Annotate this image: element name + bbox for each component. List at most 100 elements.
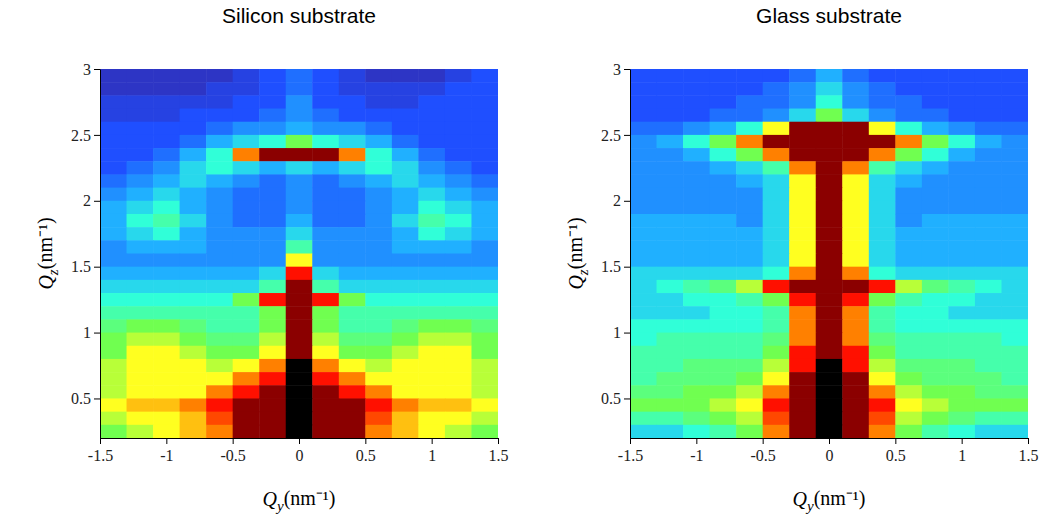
heatmap-cell: [869, 122, 896, 136]
heatmap-cell: [365, 254, 392, 268]
heatmap-cell: [127, 69, 154, 83]
heatmap-cell: [339, 161, 366, 175]
panel: -1.5-1-0.500.511.50.511.522.53Silicon su…: [34, 4, 509, 514]
heatmap-cell: [312, 333, 339, 347]
heatmap-cell: [736, 412, 763, 426]
heatmap-cell: [922, 333, 949, 347]
heatmap-cell: [736, 122, 763, 136]
heatmap-cell: [763, 385, 790, 399]
x-axis-title: Qy(nm⁻¹): [793, 487, 866, 514]
heatmap-cell: [842, 201, 869, 215]
heatmap-cell: [736, 188, 763, 202]
heatmap-cell: [975, 280, 1002, 294]
heatmap-cell: [1001, 227, 1028, 241]
heatmap-cell: [683, 306, 710, 320]
heatmap-cell: [180, 425, 207, 438]
heatmap-cell: [445, 174, 472, 188]
heatmap-cell: [683, 109, 710, 123]
heatmap-cell: [100, 385, 127, 399]
y-axis-line: [100, 70, 101, 439]
heatmap-cell: [312, 306, 339, 320]
heatmap-cell: [100, 254, 127, 268]
heatmap-cell: [683, 359, 710, 373]
heatmap-cell: [816, 109, 843, 123]
heatmap-cell: [789, 254, 816, 268]
heatmap-cell: [100, 306, 127, 320]
heatmap-cell: [975, 398, 1002, 412]
heatmap-cell: [418, 122, 445, 136]
heatmap-cell: [392, 385, 419, 399]
heatmap-cell: [339, 385, 366, 399]
y-tick-mark: [94, 69, 100, 70]
y-tick-label: 2: [83, 192, 91, 209]
heatmap-cell: [975, 267, 1002, 281]
heatmap-cell: [365, 214, 392, 228]
heatmap-cell: [392, 425, 419, 438]
y-tick: 3: [83, 61, 100, 78]
heatmap-cell: [233, 293, 260, 307]
heatmap-cell: [286, 95, 313, 109]
heatmap-cell: [763, 346, 790, 360]
heatmap-cell: [975, 95, 1002, 109]
heatmap-cell: [100, 135, 127, 149]
heatmap-cell: [842, 135, 869, 149]
heatmap-cell: [445, 425, 472, 438]
heatmap-cell: [180, 135, 207, 149]
heatmap-cell: [339, 82, 366, 96]
heatmap-cell: [630, 227, 657, 241]
heatmap-cell: [816, 214, 843, 228]
y-tick: 2: [83, 192, 100, 209]
heatmap-cell: [339, 214, 366, 228]
heatmap-cell: [286, 254, 313, 268]
heatmap-cell: [392, 372, 419, 386]
y-tick-mark: [94, 267, 100, 268]
x-tick-mark: [1028, 438, 1029, 444]
heatmap-cell: [789, 201, 816, 215]
heatmap-cell: [1001, 135, 1028, 149]
heatmap-cell: [153, 346, 180, 360]
heatmap-cell: [842, 148, 869, 162]
heatmap-cell: [445, 346, 472, 360]
heatmap-cell: [922, 398, 949, 412]
heatmap-cell: [206, 109, 233, 123]
heatmap-cell: [259, 359, 286, 373]
heatmap-cell: [869, 306, 896, 320]
x-tick: 1: [428, 438, 436, 464]
heatmap-cell: [922, 267, 949, 281]
heatmap-cell: [763, 227, 790, 241]
heatmap-cell: [127, 201, 154, 215]
y-axis-title: Qz(nm⁻¹): [564, 217, 591, 289]
heatmap-cell: [657, 201, 684, 215]
heatmap-cell: [206, 319, 233, 333]
x-tick-label: -1: [690, 447, 703, 464]
heatmap-cell: [842, 425, 869, 438]
heatmap-cell: [153, 293, 180, 307]
heatmap-cell: [286, 372, 313, 386]
heatmap-cell: [100, 82, 127, 96]
heatmap-cell: [418, 293, 445, 307]
x-tick-label: -1.5: [88, 447, 113, 464]
heatmap-cell: [789, 293, 816, 307]
heatmap-cell: [922, 161, 949, 175]
heatmap-cell: [471, 201, 498, 215]
heatmap-cell: [206, 227, 233, 241]
heatmap-cell: [312, 385, 339, 399]
heatmap-cell: [975, 201, 1002, 215]
heatmap-cell: [922, 201, 949, 215]
heatmap-cell: [233, 412, 260, 426]
heatmap-cell: [975, 82, 1002, 96]
heatmap-cell: [312, 148, 339, 162]
heatmap-cell: [100, 346, 127, 360]
heatmap-cell: [710, 293, 737, 307]
heatmap-cell: [975, 122, 1002, 136]
heatmap-cell: [683, 82, 710, 96]
heatmap-cell: [922, 135, 949, 149]
heatmap-cell: [312, 227, 339, 241]
heatmap-cell: [1001, 306, 1028, 320]
heatmap-cell: [339, 69, 366, 83]
heatmap-cell: [418, 240, 445, 254]
x-tick: 0: [296, 438, 304, 464]
heatmap-cell: [153, 82, 180, 96]
heatmap-cell: [816, 306, 843, 320]
heatmap-cell: [895, 122, 922, 136]
